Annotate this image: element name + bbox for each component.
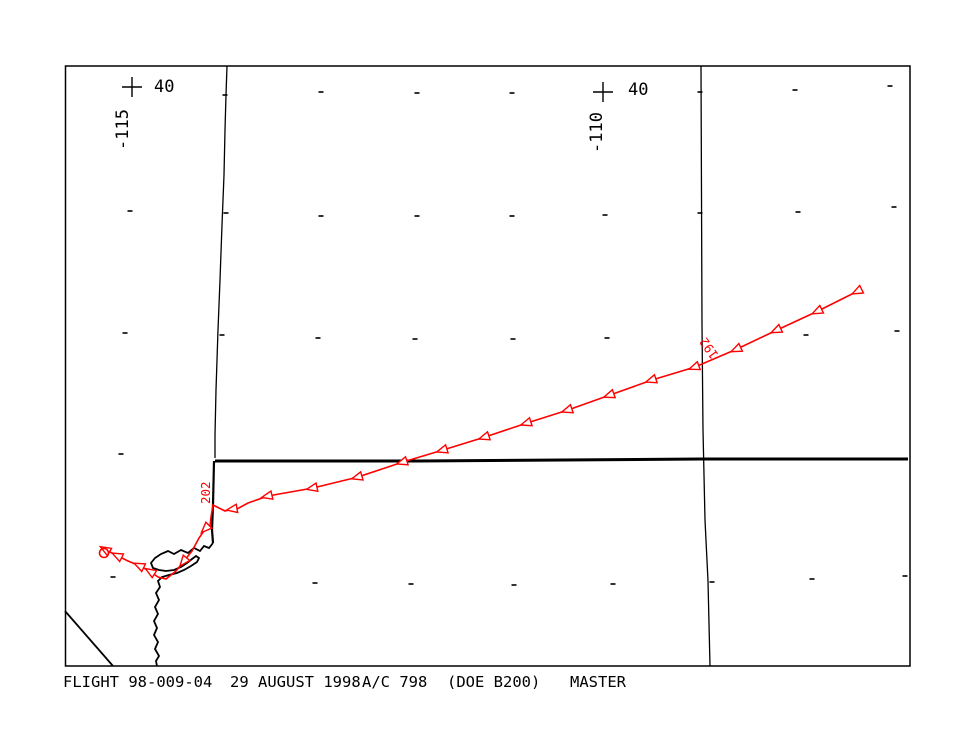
track-direction-marker [178,554,192,568]
track-time-label-202: 202 [198,481,213,504]
track-direction-marker [434,443,450,454]
nevada-utah-border-line [214,65,228,458]
latitude-label: 40 [154,77,174,97]
track-direction-marker [729,342,744,353]
track-direction-marker [224,503,239,514]
longitude-label: -110 [587,112,607,153]
track-direction-marker [519,416,534,427]
track-direction-marker [602,388,617,399]
graticule-plus-marker [593,82,613,102]
latitude-label: 40 [628,80,648,100]
status-aircraft-type: (DOE B200) [447,673,540,691]
map-frame [64,65,911,667]
status-bar: FLIGHT 98-009-04 29 AUGUST 1998 A/C 798 … [63,673,627,691]
track-direction-marker [395,455,410,466]
graticule-plus-marker [122,77,142,97]
flight-track [98,284,865,580]
status-flight-id: FLIGHT 98-009-04 [63,673,212,691]
colorado-river-line [149,542,214,667]
track-direction-marker [477,430,492,441]
track-direction-marker [850,284,865,295]
track-direction-marker [810,304,825,315]
graticule-point-115w-40n: 40 -115 [113,77,174,150]
california-nevada-border-line [64,610,114,667]
graticule-labels: 40 -115 40 -110 [113,77,648,153]
status-aircraft: A/C 798 [362,673,427,691]
track-direction-marker [687,360,702,371]
utah-colorado-border-line [700,65,711,667]
track-direction-marker [132,562,147,573]
track-direction-marker [143,567,158,579]
track-direction-marker [200,520,214,534]
track-direction-marker [560,403,575,414]
track-direction-marker [349,470,364,481]
status-date: 29 AUGUST 1998 [230,673,361,691]
track-direction-marker [304,481,319,493]
track-direction-marker [769,323,784,334]
landing-loop [98,547,110,559]
track-direction-marker [259,489,274,501]
parallel-37-border-line [215,457,908,463]
graticule-point-110w-40n: 40 -110 [587,80,648,153]
track-direction-marker [644,373,659,384]
longitude-label: -115 [113,109,133,150]
state-borders [64,65,908,667]
status-mode: MASTER [570,673,627,691]
nevada-arizona-border-line [210,460,216,544]
track-direction-marker [110,552,125,563]
